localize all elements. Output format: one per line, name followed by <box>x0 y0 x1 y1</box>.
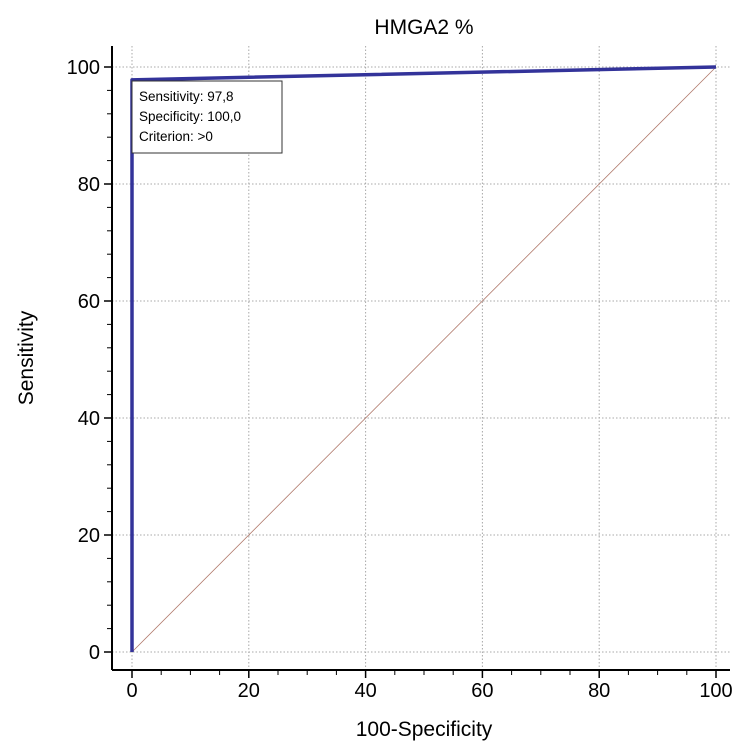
reference-diagonal-line <box>131 66 717 653</box>
criterion-annotation: Sensitivity: 97,8 Specificity: 100,0 Cri… <box>131 80 283 154</box>
x-tick-label: 60 <box>471 680 493 702</box>
annotation-criterion: Criterion: >0 <box>139 129 213 144</box>
x-tick-label: 80 <box>588 680 610 702</box>
y-axis-label: Sensitivity <box>15 310 38 405</box>
x-tick-label: 40 <box>354 680 376 702</box>
y-tick-label: 40 <box>78 408 100 430</box>
y-tick-label: 0 <box>89 642 100 664</box>
x-axis-label: 100-Specificity <box>356 718 493 741</box>
annotation-box <box>131 80 283 154</box>
x-tick-label: 100 <box>699 680 732 702</box>
annotation-sensitivity: Sensitivity: 97,8 <box>139 89 234 104</box>
y-tick-label: 100 <box>67 57 100 79</box>
x-tick-labels: 0 20 40 60 80 100 <box>126 680 732 702</box>
y-tick-label: 20 <box>78 525 100 547</box>
chart-title: HMGA2 % <box>374 16 473 39</box>
y-tick-label: 80 <box>78 174 100 196</box>
y-tick-labels: 0 20 40 60 80 100 <box>67 57 100 664</box>
x-tick-label: 20 <box>238 680 260 702</box>
grid <box>112 46 730 670</box>
minor-ticks <box>107 89 688 675</box>
y-tick-label: 60 <box>78 291 100 313</box>
annotation-specificity: Specificity: 100,0 <box>139 109 241 124</box>
roc-curve-line <box>130 65 717 652</box>
tick-marks <box>104 66 717 678</box>
x-tick-label: 0 <box>126 680 137 702</box>
